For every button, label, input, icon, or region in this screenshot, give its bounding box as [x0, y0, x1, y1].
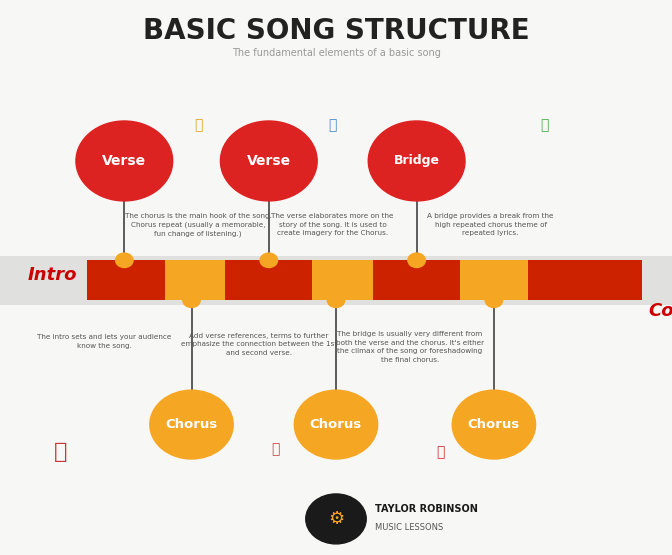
Text: Intro: Intro [28, 266, 77, 284]
Text: The chorus is the main hook of the song.
Chorus repeat (usually a memorable,
fun: The chorus is the main hook of the song.… [125, 213, 271, 237]
Text: The intro sets and lets your audience
know the song.: The intro sets and lets your audience kn… [37, 334, 171, 349]
Circle shape [408, 253, 425, 268]
FancyBboxPatch shape [0, 256, 672, 305]
Text: The fundamental elements of a basic song: The fundamental elements of a basic song [232, 48, 440, 58]
FancyBboxPatch shape [87, 260, 165, 300]
Text: 🎧: 🎧 [54, 442, 67, 462]
Text: Add verse references, terms to further
emphasize the connection between the 1st
: Add verse references, terms to further e… [181, 332, 337, 356]
Circle shape [327, 293, 345, 307]
Text: Chorus: Chorus [310, 418, 362, 431]
Text: ⚙: ⚙ [328, 510, 344, 528]
FancyBboxPatch shape [460, 260, 528, 300]
FancyBboxPatch shape [312, 260, 373, 300]
Circle shape [76, 121, 173, 201]
Text: Chorus: Chorus [468, 418, 520, 431]
FancyBboxPatch shape [165, 260, 225, 300]
Text: BASIC SONG STRUCTURE: BASIC SONG STRUCTURE [142, 17, 530, 44]
Text: Bridge: Bridge [394, 154, 439, 168]
Circle shape [116, 253, 133, 268]
Text: The verse elaborates more on the
story of the song. It is used to
create imagery: The verse elaborates more on the story o… [271, 213, 394, 236]
Circle shape [260, 253, 278, 268]
Circle shape [183, 293, 200, 307]
Circle shape [306, 494, 366, 544]
Text: Chorus: Chorus [165, 418, 218, 431]
FancyBboxPatch shape [528, 260, 642, 300]
FancyBboxPatch shape [225, 260, 312, 300]
Text: Verse: Verse [247, 154, 291, 168]
Text: Coda: Coda [648, 302, 672, 320]
Circle shape [485, 293, 503, 307]
Text: MUSIC LESSONS: MUSIC LESSONS [375, 523, 444, 532]
FancyBboxPatch shape [373, 260, 460, 300]
Text: 🎵: 🎵 [436, 445, 444, 460]
Circle shape [220, 121, 317, 201]
Text: TAYLOR ROBINSON: TAYLOR ROBINSON [375, 504, 478, 514]
Text: The bridge is usually very different from
both the verse and the chorus. It's ei: The bridge is usually very different fro… [336, 331, 484, 362]
Text: 〰: 〰 [540, 118, 548, 132]
Text: 🎤: 🎤 [194, 118, 202, 132]
Circle shape [368, 121, 465, 201]
Text: 👇: 👇 [329, 118, 337, 132]
Circle shape [452, 390, 536, 459]
Text: A bridge provides a break from the
high repeated chorus theme of
repeated lyrics: A bridge provides a break from the high … [427, 213, 554, 236]
Circle shape [294, 390, 378, 459]
Circle shape [150, 390, 233, 459]
Text: Verse: Verse [102, 154, 146, 168]
Text: 🎸: 🎸 [271, 442, 280, 457]
